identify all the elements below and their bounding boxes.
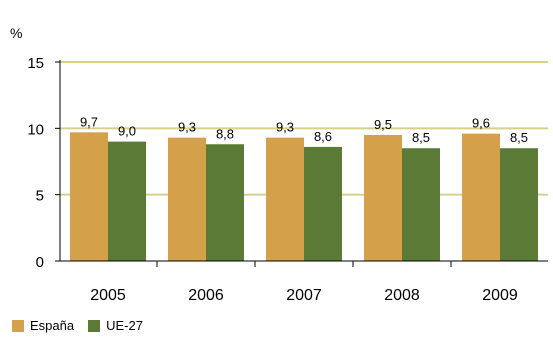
x-tick-label: 2008: [384, 287, 420, 304]
legend: España UE-27: [12, 318, 143, 333]
y-axis-label: %: [10, 25, 22, 41]
legend-label-ue27: UE-27: [106, 318, 143, 333]
bars: 9,7 9,0 9,3 8,8 9,3 8,6 9,5 8,5 9,6 8,5: [70, 114, 538, 261]
legend-swatch-ue27: [88, 319, 101, 332]
bar-ue27-2009: [500, 148, 538, 261]
bar-espana-2006: [168, 137, 206, 261]
y-tick-label: 0: [36, 254, 44, 271]
bar-ue27-2005: [108, 141, 146, 261]
bar-ue27-2008: [402, 148, 440, 261]
bar-espana-2007: [266, 137, 304, 261]
data-label: 8,5: [412, 130, 430, 145]
legend-item-ue27: UE-27: [88, 318, 143, 333]
data-label: 9,0: [118, 124, 136, 139]
x-tick-label: 2006: [188, 287, 224, 304]
y-tick-label: 10: [27, 121, 44, 138]
bar-espana-2009: [462, 133, 500, 261]
bar-espana-2005: [70, 132, 108, 261]
bar-ue27-2007: [304, 146, 342, 261]
data-label: 8,5: [510, 130, 528, 145]
bar-ue27-2006: [206, 144, 244, 261]
legend-label-espana: España: [30, 318, 75, 333]
bar-espana-2008: [364, 134, 402, 261]
y-tick-label: 15: [27, 55, 44, 72]
x-axis: 2005 2006 2007 2008 2009: [59, 60, 548, 304]
data-label: 9,5: [374, 117, 392, 132]
x-tick-label: 2009: [482, 287, 518, 304]
data-label: 9,3: [276, 120, 294, 135]
data-label: 9,6: [472, 116, 490, 131]
x-tick-label: 2005: [90, 287, 126, 304]
data-label: 8,8: [216, 126, 234, 141]
y-axis-ticks: 0 5 10 15: [27, 55, 60, 271]
data-label: 9,3: [178, 120, 196, 135]
legend-swatch-espana: [12, 319, 24, 332]
legend-item-espana: España: [12, 318, 74, 333]
x-tick-label: 2007: [286, 287, 322, 304]
data-label: 8,6: [314, 129, 332, 144]
data-label: 9,7: [80, 114, 98, 129]
y-tick-label: 5: [36, 188, 44, 205]
